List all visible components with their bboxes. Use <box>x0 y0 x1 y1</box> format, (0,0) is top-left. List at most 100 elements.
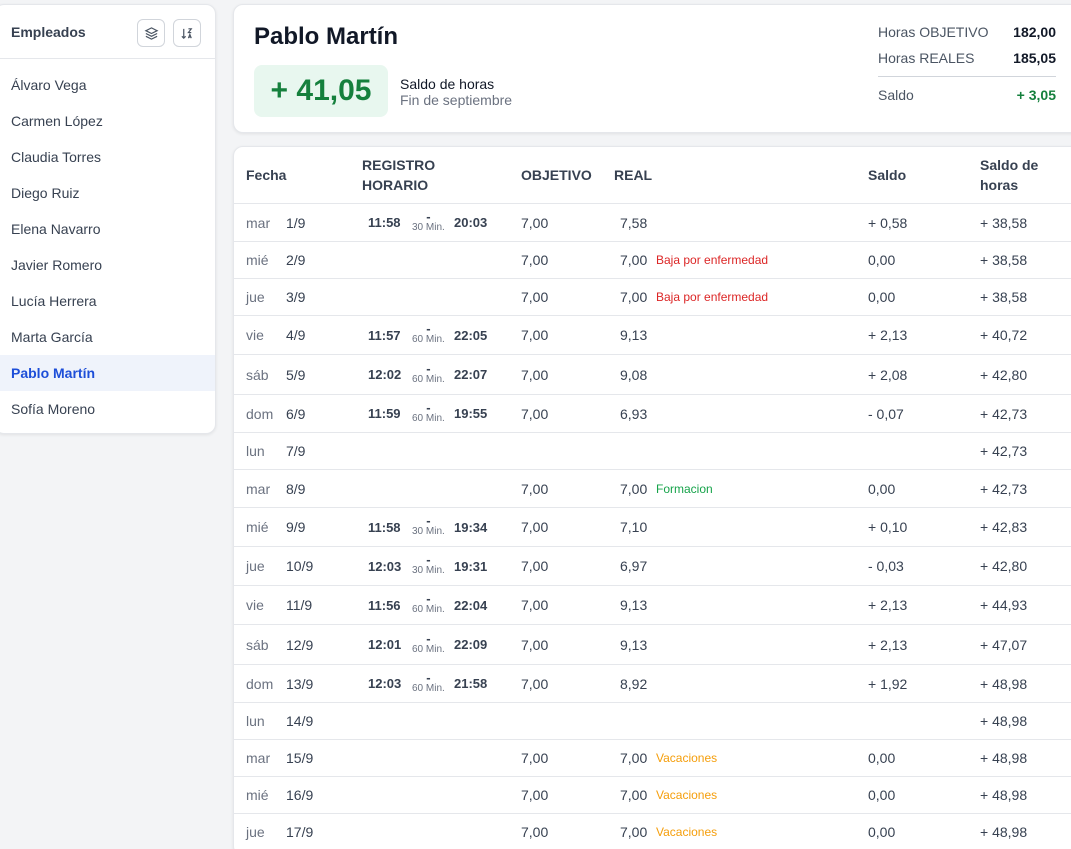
employee-item[interactable]: Javier Romero <box>11 257 103 273</box>
table-row[interactable]: dom 6/9 11:59 -60 Min. 19:55 7,00 6,93 - 0,07 + … <box>234 395 1071 433</box>
time-separator: - <box>426 399 431 415</box>
real-hours: 8,92 <box>620 675 648 692</box>
layers-button[interactable] <box>137 19 165 47</box>
employee-item[interactable]: Pablo Martín <box>0 355 215 391</box>
table-row[interactable]: mié 9/9 11:58 -30 Min. 19:34 7,00 7,10 + 0,10 + … <box>234 508 1071 547</box>
date: 5/9 <box>286 366 306 383</box>
cumulative-saldo: + 42,73 <box>980 405 1028 422</box>
weekday: sáb <box>246 636 269 653</box>
table-row[interactable]: sáb 12/9 12:01 -60 Min. 22:09 7,00 9,13 + 2,13 +… <box>234 625 1071 665</box>
timesheet-table: Fecha REGISTRO HORARIO OBJETIVO REAL Sal… <box>233 146 1071 849</box>
absence-note: Baja por enfermedad <box>656 290 769 304</box>
clock-out: 22:07 <box>454 367 488 382</box>
clock-in: 11:59 <box>368 406 401 421</box>
time-separator: - <box>426 513 431 528</box>
balance-badge: + 41,05 <box>254 65 388 117</box>
real-hours: 7,00 <box>620 480 648 497</box>
day-saldo: 0,00 <box>868 252 896 268</box>
real-hours-value: 185,05 <box>1013 50 1056 66</box>
date: 16/9 <box>286 787 314 803</box>
absence-note: Vacaciones <box>656 751 718 765</box>
cumulative-saldo: + 38,58 <box>980 252 1028 268</box>
table-row[interactable]: vie 11/9 11:56 -60 Min. 22:04 7,00 9,13 + 2,13 +… <box>234 586 1071 625</box>
real-hours: 7,00 <box>620 824 648 840</box>
clock-in: 12:02 <box>368 367 402 382</box>
target-hours: 7,00 <box>521 519 549 535</box>
break-info: -30 Min. <box>412 204 445 241</box>
weekday: lun <box>246 713 265 729</box>
table-row[interactable]: lun 14/9 + 48,98 <box>234 703 1071 740</box>
cumulative-saldo: + 44,93 <box>980 597 1028 613</box>
employee-list: Álvaro Vega Carmen López Claudia Torres Die… <box>0 59 215 427</box>
clock-in: 12:01 <box>368 637 402 652</box>
employee-item[interactable]: Elena Navarro <box>11 221 101 237</box>
day-saldo: + 2,13 <box>868 597 908 613</box>
cumulative-saldo: + 48,98 <box>980 750 1028 766</box>
time-separator: - <box>426 321 431 336</box>
table-row[interactable]: jue 17/9 7,00 7,00 Vacaciones 0,00 + 48,98 <box>234 814 1071 849</box>
date: 7/9 <box>286 443 306 459</box>
cumulative-saldo: + 48,98 <box>980 675 1028 692</box>
table-header: Fecha REGISTRO HORARIO OBJETIVO REAL Sal… <box>234 147 1071 204</box>
header-saldo-horas-1: Saldo de <box>980 157 1039 173</box>
cumulative-saldo: + 42,73 <box>980 480 1028 497</box>
break-duration: 60 Min. <box>412 373 445 385</box>
employee-item[interactable]: Álvaro Vega <box>11 77 87 93</box>
sort-button[interactable] <box>173 19 201 47</box>
clock-out: 19:31 <box>454 558 488 574</box>
target-hours: 7,00 <box>521 675 549 692</box>
real-hours: 6,93 <box>620 405 648 422</box>
table-row[interactable]: mar 1/9 11:58 -30 Min. 20:03 7,00 7,58 + 0,58 + … <box>234 204 1071 242</box>
employee-item[interactable]: Marta García <box>11 329 93 345</box>
table-row[interactable]: mar 8/9 7,00 7,00 Formacion 0,00 + 42,73 <box>234 470 1071 508</box>
absence-note: Vacaciones <box>656 788 718 802</box>
target-hours: 7,00 <box>521 480 549 497</box>
table-row[interactable]: lun 7/9 + 42,73 <box>234 433 1071 470</box>
cumulative-saldo: + 42,73 <box>980 443 1028 459</box>
day-saldo: + 0,10 <box>868 519 908 535</box>
employee-item[interactable]: Sofía Moreno <box>11 401 96 417</box>
table-row[interactable]: mié 16/9 7,00 7,00 Vacaciones 0,00 + 48,98 <box>234 777 1071 814</box>
target-hours: 7,00 <box>521 824 549 840</box>
target-hours: 7,00 <box>521 636 549 653</box>
clock-in: 11:58 <box>368 215 401 230</box>
clock-out: 20:03 <box>454 215 488 230</box>
date: 3/9 <box>286 289 306 305</box>
break-info: -30 Min. <box>412 547 445 585</box>
clock-out: 22:05 <box>454 327 488 343</box>
day-saldo: 0,00 <box>868 750 896 766</box>
employee-item[interactable]: Carmen López <box>11 113 103 129</box>
real-hours-row: Horas REALES 185,05 <box>878 50 1056 66</box>
table-row[interactable]: jue 3/9 7,00 7,00 Baja por enfermedad 0,00 + 3… <box>234 279 1071 316</box>
table-row[interactable]: mié 2/9 7,00 7,00 Baja por enfermedad 0,00 + 3… <box>234 242 1071 279</box>
employee-item[interactable]: Diego Ruiz <box>11 185 80 201</box>
real-hours: 9,13 <box>620 327 648 343</box>
clock-in: 11:58 <box>368 519 401 535</box>
break-info: -60 Min. <box>412 586 445 624</box>
time-separator: - <box>426 630 431 646</box>
table-row[interactable]: jue 10/9 12:03 -30 Min. 19:31 7,00 6,97 - 0,03 +… <box>234 547 1071 586</box>
table-row[interactable]: mar 15/9 7,00 7,00 Vacaciones 0,00 + 48,98 <box>234 740 1071 777</box>
time-separator: - <box>426 552 431 567</box>
sidebar-title: Empleados <box>11 23 86 40</box>
date: 2/9 <box>286 252 306 268</box>
cumulative-saldo: + 48,98 <box>980 787 1028 803</box>
real-hours: 6,97 <box>620 558 648 574</box>
table-row[interactable]: dom 13/9 12:03 -60 Min. 21:58 7,00 8,92 + 1,92 +… <box>234 665 1071 703</box>
employee-item[interactable]: Lucía Herrera <box>11 293 97 309</box>
table-row[interactable]: sáb 5/9 12:02 -60 Min. 22:07 7,00 9,08 + 2,08 + … <box>234 355 1071 395</box>
clock-in: 11:56 <box>368 597 401 613</box>
header-registro-2: HORARIO <box>362 177 429 193</box>
employee-item[interactable]: Claudia Torres <box>11 149 102 165</box>
target-hours-label: Horas OBJETIVO <box>878 24 989 40</box>
break-duration: 30 Min. <box>412 565 445 576</box>
date: 9/9 <box>286 519 306 535</box>
weekday: jue <box>246 289 265 305</box>
table-row[interactable]: vie 4/9 11:57 -60 Min. 22:05 7,00 9,13 + 2,13 + … <box>234 316 1071 355</box>
header-real: REAL <box>614 167 653 183</box>
target-hours: 7,00 <box>521 405 549 422</box>
real-hours: 7,10 <box>620 519 648 535</box>
day-saldo: + 2,08 <box>868 366 908 383</box>
day-saldo: - 0,03 <box>868 558 904 574</box>
header-fecha[interactable]: Fecha <box>246 167 287 183</box>
